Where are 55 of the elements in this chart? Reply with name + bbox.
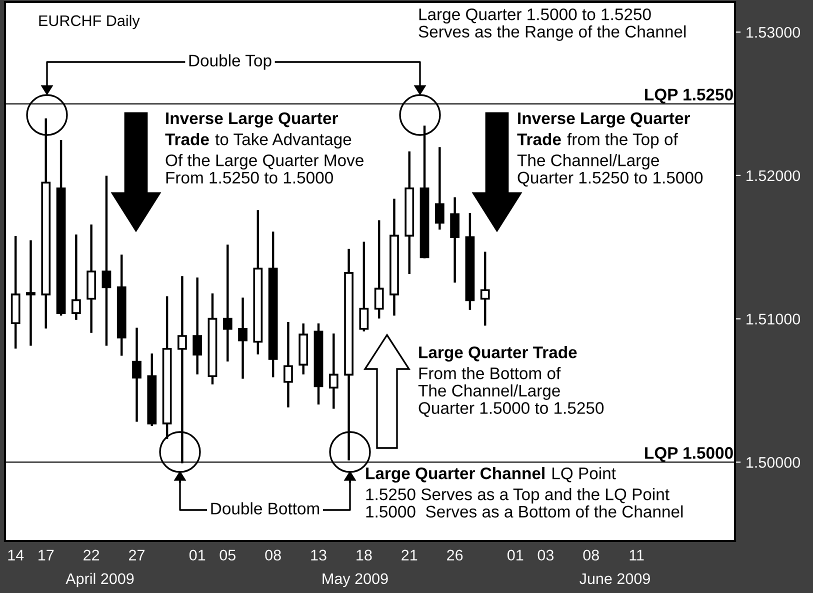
y-tick-label: 1.53000	[746, 26, 800, 38]
candlestick	[132, 328, 142, 422]
candlestick	[102, 176, 112, 346]
annotation: Double Bottom	[211, 502, 320, 514]
annotation: 1.5250 Serves as a Top and the LQ Point 1.5000 Serves as a Bottom of the Channel	[366, 488, 683, 518]
candlestick	[480, 252, 490, 326]
annotation: From the Bottom of The Channel/Large Quarter 1.5000 to 1.5250	[418, 367, 604, 417]
x-tick-label: 08	[265, 550, 281, 561]
text: June 2009	[580, 573, 650, 584]
x-tick-label: 18	[356, 550, 372, 561]
text: EURCHF Daily	[39, 14, 140, 30]
text: May 2009	[322, 573, 388, 588]
x-tick-label: 01	[507, 550, 524, 561]
annotation: Large Quarter Trade	[419, 346, 577, 362]
y-tick-label: 1.51000	[746, 314, 800, 324]
annotation: Large Quarter Channel	[366, 467, 544, 483]
x-tick-label: 08	[583, 550, 599, 561]
annotation: Large Quarter 1.5000 to 1.5250 Serves as the Range of the Channel	[418, 8, 686, 41]
candlestick	[26, 240, 36, 346]
annotation: Of the Large Quarter Move From 1.5250 to 1.5000	[166, 154, 364, 184]
text: April 2009	[66, 572, 134, 588]
x-tick-label: 13	[311, 550, 326, 561]
x-tick-label: 05	[220, 550, 236, 561]
y-tick-label: 1.50000	[746, 457, 800, 468]
x-tick-label: 21	[402, 550, 418, 560]
candlestick	[328, 333, 338, 409]
ref-line-label: LQP 1.5250	[645, 88, 733, 104]
candlestick	[450, 197, 460, 283]
candlestick	[192, 278, 202, 374]
x-tick-label: 11	[630, 550, 644, 560]
x-tick-label: 27	[129, 550, 144, 560]
ref-line-label: LQP 1.5000	[645, 447, 733, 462]
annotation: Inverse Large Quarter	[166, 112, 338, 128]
candlestick	[359, 242, 369, 332]
annotation: Inverse Large Quarter	[518, 112, 690, 128]
x-tick-label: 14	[8, 550, 24, 560]
x-tick-label: 26	[447, 550, 463, 561]
y-tick-label: 1.52000	[746, 170, 800, 182]
annotation: to Take Advantage	[215, 133, 352, 149]
annotation: Double Top	[189, 54, 272, 70]
x-tick-label: 22	[84, 550, 100, 560]
annotation: Trade	[517, 133, 561, 146]
annotation: Trade	[165, 133, 209, 146]
x-tick-label: 03	[538, 550, 554, 561]
candlestick	[238, 298, 248, 379]
candlestick	[284, 322, 293, 408]
annotation: from the Top of	[567, 133, 678, 149]
annotation: LQ Point	[552, 467, 616, 482]
candlestick	[222, 244, 232, 362]
x-tick-label: 01	[189, 550, 206, 561]
annotation: The Channel/Large Quarter 1.5250 to 1.5000	[517, 154, 703, 187]
candlestick	[71, 234, 81, 320]
x-tick-label: 17	[38, 550, 54, 560]
candlestick	[374, 220, 384, 318]
candlestick	[434, 147, 444, 230]
